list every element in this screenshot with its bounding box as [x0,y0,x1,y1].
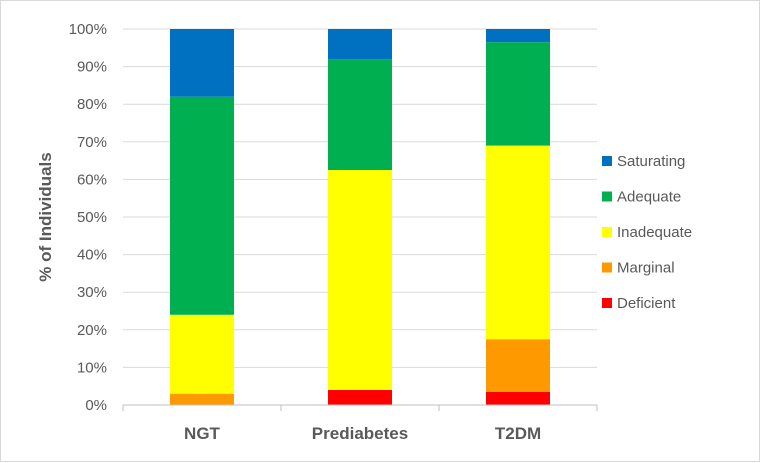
x-category-label: NGT [184,424,221,443]
bar-segment-prediabetes-saturating [328,29,392,60]
bar-segment-prediabetes-adequate [328,59,392,170]
legend-label-adequate: Adequate [617,189,681,206]
x-category-label: T2DM [495,424,541,443]
legend-swatch-saturating [602,156,612,166]
legend-label-inadequate: Inadequate [617,224,692,241]
y-tick-label: 0% [85,397,107,414]
bar-segment-ngt-inadequate [170,314,234,394]
legend: Saturating Adequate Inadequate Marginal Defi… [602,153,692,312]
bar-segment-prediabetes-inadequate [328,170,392,390]
y-tick-label: 70% [77,134,107,151]
y-tick-label: 80% [77,96,107,113]
bar-segment-t2dm-marginal [486,339,550,392]
bar-segment-prediabetes-deficient [328,389,392,405]
legend-swatch-deficient [602,298,612,308]
legend-label-saturating: Saturating [617,153,685,170]
y-tick-label: 10% [77,359,107,376]
bars [170,29,550,405]
y-tick-label: 50% [77,209,107,226]
bar-segment-ngt-adequate [170,96,234,315]
bar-segment-ngt-marginal [170,393,234,405]
y-axis-tick-labels: 0% 10% 20% 30% 40% 50% 60% 70% 80% 90% 100% [69,21,107,414]
bar-segment-t2dm-inadequate [486,145,550,340]
legend-swatch-adequate [602,191,612,202]
bar-segment-ngt-saturating [170,29,234,97]
bar-segment-t2dm-deficient [486,391,550,405]
x-axis-ticks [122,405,598,411]
x-category-label: Prediabetes [312,424,408,443]
y-tick-label: 90% [77,59,107,76]
legend-swatch-inadequate [602,227,612,237]
legend-label-marginal: Marginal [617,260,675,277]
legend-label-deficient: Deficient [617,295,676,312]
y-tick-label: 100% [69,21,107,38]
legend-swatch-marginal [602,262,612,273]
x-axis-category-labels: NGT Prediabetes T2DM [184,424,541,443]
y-axis-title: % of Individuals [36,152,55,281]
y-tick-label: 20% [77,322,107,339]
y-tick-label: 60% [77,171,107,188]
bar-segment-t2dm-saturating [486,29,550,43]
y-tick-label: 30% [77,284,107,301]
bar-segment-t2dm-adequate [486,42,550,146]
y-tick-label: 40% [77,247,107,264]
